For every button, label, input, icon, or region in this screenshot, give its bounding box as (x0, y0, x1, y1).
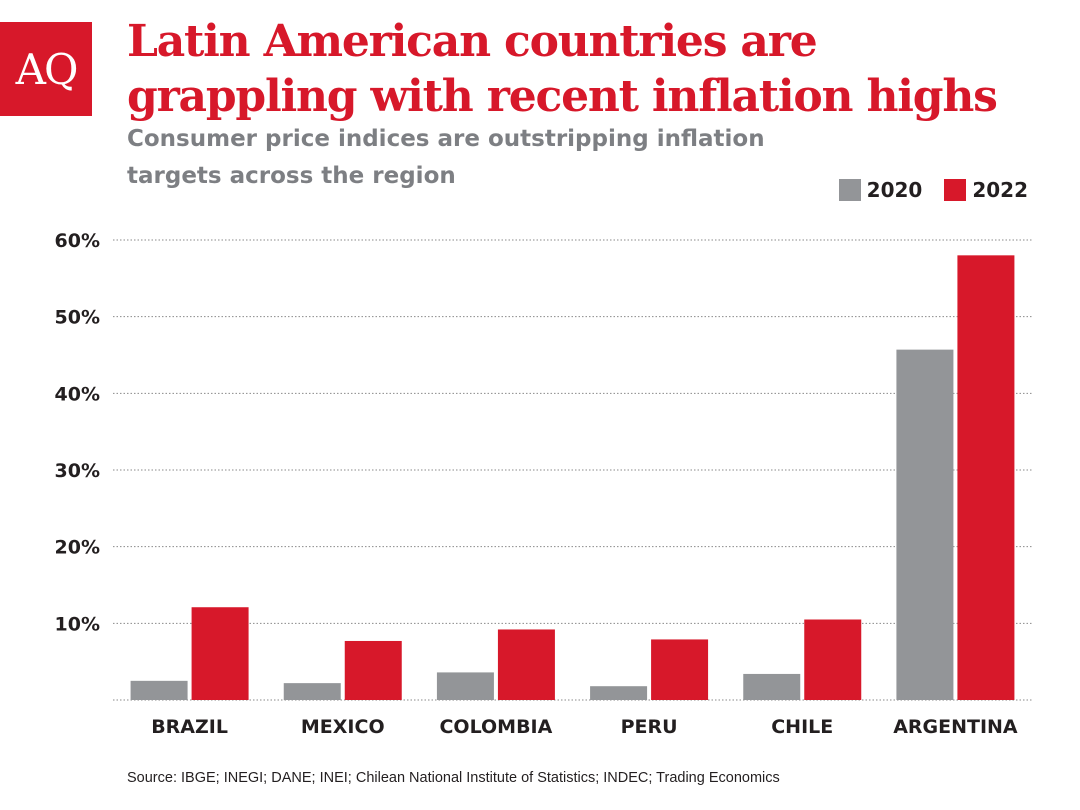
y-tick-label: 50% (55, 307, 100, 329)
legend-label-2020: 2020 (866, 178, 923, 202)
y-tick-label: 40% (55, 383, 100, 405)
bar-2020-brazil (130, 680, 188, 700)
y-tick-label: 30% (55, 460, 100, 482)
bar-2020-chile (743, 673, 801, 700)
bar-chart: 10% 20% 30% 40% 50% 60% BRAZIL MEXICO COLOMBIA PE… (55, 230, 1032, 738)
chart-title: Latin American countries are grappling w… (127, 16, 998, 122)
x-tick-label: COLOMBIA (439, 716, 552, 738)
source-note: Source: IBGE; INEGI; DANE; INEI; Chilean… (127, 770, 780, 786)
x-tick-label: PERU (621, 716, 678, 738)
bar-2020-colombia (436, 672, 494, 700)
bar-2022-brazil (191, 607, 249, 700)
bar-2020-mexico (283, 683, 341, 700)
x-tick-label: MEXICO (301, 716, 385, 738)
x-tick-label: ARGENTINA (893, 716, 1018, 738)
bar-2022-peru (651, 639, 709, 700)
bar-2022-mexico (344, 640, 402, 700)
y-tick-label: 20% (55, 537, 100, 559)
bar-2020-peru (590, 686, 648, 700)
aq-logo: AQ (0, 22, 92, 116)
bar-2022-argentina (957, 255, 1015, 701)
x-tick-label: CHILE (771, 716, 833, 738)
y-tick-label: 60% (55, 230, 100, 252)
bar-2022-colombia (497, 629, 555, 700)
x-tick-label: BRAZIL (151, 716, 228, 738)
legend-item-2020: 2020 (838, 178, 923, 202)
legend-item-2022: 2022 (944, 178, 1028, 202)
logo-text: AQ (15, 44, 79, 94)
legend-swatch-2020 (838, 179, 861, 201)
y-tick-label: 10% (55, 613, 100, 635)
legend-swatch-2022 (944, 179, 967, 201)
legend-label-2022: 2022 (972, 178, 1028, 202)
bar-2022-chile (804, 619, 862, 700)
chart-subtitle: Consumer price indices are outstripping … (127, 126, 765, 189)
bar-2020-argentina (896, 349, 954, 700)
legend: 2020 2022 (838, 178, 1028, 202)
